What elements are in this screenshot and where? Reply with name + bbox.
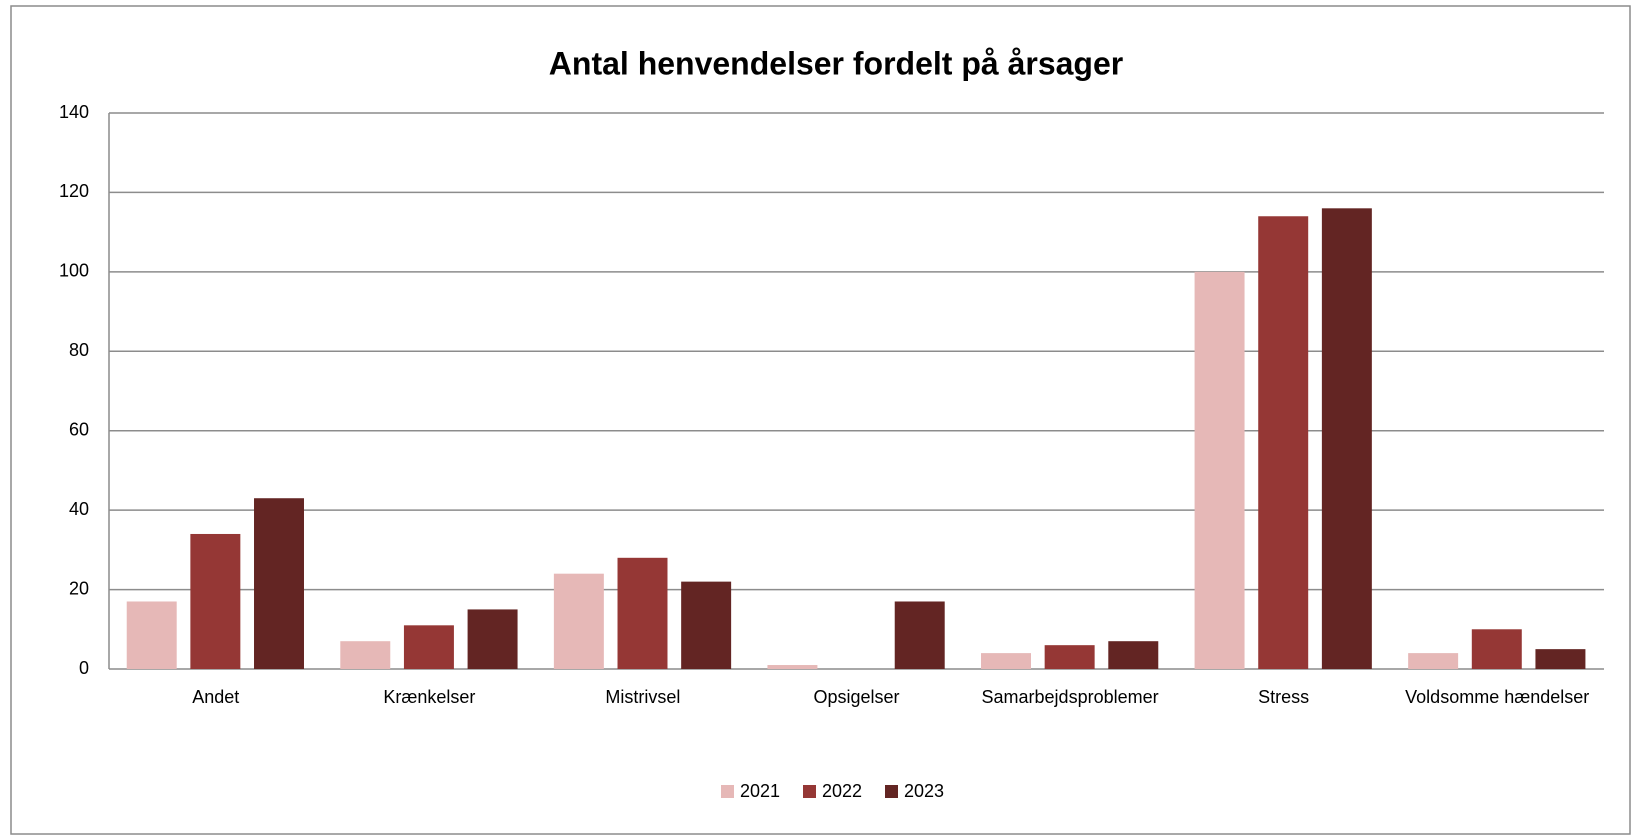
bar xyxy=(467,609,518,669)
y-tick-label: 80 xyxy=(69,340,89,360)
bar xyxy=(1535,649,1586,669)
legend-label: 2021 xyxy=(740,781,780,801)
bar xyxy=(1194,271,1245,669)
y-tick-label: 100 xyxy=(59,261,89,281)
legend-label: 2022 xyxy=(822,781,862,801)
bar xyxy=(1044,645,1095,669)
legend-swatch xyxy=(803,785,816,798)
bar xyxy=(617,557,668,669)
y-tick-label: 0 xyxy=(79,658,89,678)
x-tick-label: Krænkelser xyxy=(383,687,475,707)
bar xyxy=(1108,641,1159,669)
x-tick-label: Samarbejdsproblemer xyxy=(982,687,1159,707)
legend-label: 2023 xyxy=(904,781,944,801)
x-tick-label: Voldsomme hændelser xyxy=(1405,687,1589,707)
bar xyxy=(681,581,732,669)
bar xyxy=(340,641,391,669)
y-tick-label: 20 xyxy=(69,578,89,598)
chart-title: Antal henvendelser fordelt på årsager xyxy=(549,45,1123,81)
x-tick-label: Mistrivsel xyxy=(605,687,680,707)
bar xyxy=(767,665,818,669)
y-tick-label: 120 xyxy=(59,181,89,201)
x-tick-label: Opsigelser xyxy=(813,687,899,707)
bar xyxy=(1408,653,1459,669)
bar xyxy=(254,498,304,669)
bar xyxy=(894,601,945,669)
x-tick-label: Andet xyxy=(192,687,239,707)
legend-swatch xyxy=(885,785,898,798)
y-tick-label: 40 xyxy=(69,499,89,519)
bar xyxy=(403,625,454,669)
y-tick-label: 140 xyxy=(59,102,89,122)
bar xyxy=(126,601,177,669)
bar xyxy=(981,653,1031,669)
x-tick-label: Stress xyxy=(1258,687,1309,707)
bar xyxy=(190,533,241,669)
legend-swatch xyxy=(721,785,734,798)
bar xyxy=(1321,208,1372,670)
bar xyxy=(1258,216,1309,669)
bar xyxy=(553,573,604,669)
chart-frame xyxy=(10,5,1631,835)
y-tick-label: 60 xyxy=(69,419,89,439)
bar xyxy=(1471,629,1522,669)
